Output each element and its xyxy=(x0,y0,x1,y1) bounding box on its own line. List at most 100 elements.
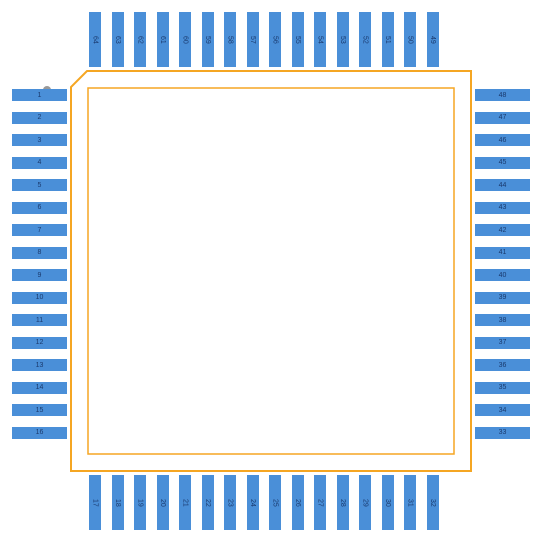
pin-42: 42 xyxy=(475,224,530,236)
pin-25: 25 xyxy=(269,475,281,530)
pin-27: 27 xyxy=(314,475,326,530)
pin-56: 56 xyxy=(269,12,281,67)
pin-64: 64 xyxy=(89,12,101,67)
pin-61: 61 xyxy=(157,12,169,67)
pin-1: 1 xyxy=(12,89,67,101)
pin-label: 58 xyxy=(227,36,234,44)
pin-label: 55 xyxy=(294,36,301,44)
pin-label: 56 xyxy=(272,36,279,44)
pin-53: 53 xyxy=(337,12,349,67)
pin-label: 48 xyxy=(499,92,507,99)
pin-9: 9 xyxy=(12,269,67,281)
pin-label: 53 xyxy=(339,36,346,44)
pin-label: 32 xyxy=(429,499,436,507)
pin-55: 55 xyxy=(292,12,304,67)
pin-label: 27 xyxy=(317,499,324,507)
pin-60: 60 xyxy=(179,12,191,67)
pin-label: 54 xyxy=(317,36,324,44)
pin-29: 29 xyxy=(359,475,371,530)
pin-51: 51 xyxy=(382,12,394,67)
pin-label: 22 xyxy=(204,499,211,507)
pin-28: 28 xyxy=(337,475,349,530)
pin-46: 46 xyxy=(475,134,530,146)
pin-7: 7 xyxy=(12,224,67,236)
pin-label: 9 xyxy=(38,272,42,279)
pin-16: 16 xyxy=(12,427,67,439)
pin-58: 58 xyxy=(224,12,236,67)
pin-6: 6 xyxy=(12,202,67,214)
pin-label: 21 xyxy=(182,499,189,507)
pin-label: 60 xyxy=(182,36,189,44)
pin-label: 41 xyxy=(499,249,507,256)
pin-4: 4 xyxy=(12,157,67,169)
pin-label: 26 xyxy=(294,499,301,507)
pin-57: 57 xyxy=(247,12,259,67)
pin-label: 23 xyxy=(227,499,234,507)
pin-label: 24 xyxy=(249,499,256,507)
pin-38: 38 xyxy=(475,314,530,326)
pin-label: 5 xyxy=(38,182,42,189)
pin-label: 33 xyxy=(499,429,507,436)
pin-label: 20 xyxy=(159,499,166,507)
pin-label: 17 xyxy=(92,499,99,507)
pin-22: 22 xyxy=(202,475,214,530)
pin-12: 12 xyxy=(12,337,67,349)
pin-label: 47 xyxy=(499,114,507,121)
pin-label: 50 xyxy=(407,36,414,44)
pin-23: 23 xyxy=(224,475,236,530)
pin-19: 19 xyxy=(134,475,146,530)
pin-label: 59 xyxy=(204,36,211,44)
pin-17: 17 xyxy=(89,475,101,530)
pin-label: 43 xyxy=(499,204,507,211)
pin-label: 8 xyxy=(38,249,42,256)
pin-label: 63 xyxy=(114,36,121,44)
pin-label: 15 xyxy=(36,407,44,414)
pin-8: 8 xyxy=(12,247,67,259)
pin-33: 33 xyxy=(475,427,530,439)
pin-label: 4 xyxy=(38,159,42,166)
pin-label: 12 xyxy=(36,339,44,346)
pin-3: 3 xyxy=(12,134,67,146)
pin-11: 11 xyxy=(12,314,67,326)
pin-label: 62 xyxy=(137,36,144,44)
pin-label: 40 xyxy=(499,272,507,279)
pin-13: 13 xyxy=(12,359,67,371)
pin-43: 43 xyxy=(475,202,530,214)
pin-32: 32 xyxy=(427,475,439,530)
pin-63: 63 xyxy=(112,12,124,67)
pin-label: 36 xyxy=(499,362,507,369)
pin-48: 48 xyxy=(475,89,530,101)
pin-label: 3 xyxy=(38,137,42,144)
pin-label: 18 xyxy=(114,499,121,507)
pin-label: 31 xyxy=(407,499,414,507)
pin-18: 18 xyxy=(112,475,124,530)
pin-35: 35 xyxy=(475,382,530,394)
pin-44: 44 xyxy=(475,179,530,191)
pin-label: 46 xyxy=(499,137,507,144)
pin-label: 25 xyxy=(272,499,279,507)
pin-label: 51 xyxy=(384,36,391,44)
pin-label: 38 xyxy=(499,317,507,324)
pin-label: 28 xyxy=(339,499,346,507)
qfp-package-diagram: 1234567891011121314151648474645444342414… xyxy=(0,0,542,542)
pin-26: 26 xyxy=(292,475,304,530)
chip-body-svg xyxy=(0,0,542,542)
pin-label: 16 xyxy=(36,429,44,436)
pin-41: 41 xyxy=(475,247,530,259)
pin-label: 19 xyxy=(137,499,144,507)
pin-10: 10 xyxy=(12,292,67,304)
pin-62: 62 xyxy=(134,12,146,67)
pin-label: 29 xyxy=(362,499,369,507)
pin-label: 57 xyxy=(249,36,256,44)
pin-14: 14 xyxy=(12,382,67,394)
pin-40: 40 xyxy=(475,269,530,281)
pin-52: 52 xyxy=(359,12,371,67)
pin-30: 30 xyxy=(382,475,394,530)
pin-24: 24 xyxy=(247,475,259,530)
chip-inner-outline xyxy=(88,88,454,454)
pin-label: 14 xyxy=(36,384,44,391)
pin-31: 31 xyxy=(404,475,416,530)
pin-59: 59 xyxy=(202,12,214,67)
pin-36: 36 xyxy=(475,359,530,371)
pin-21: 21 xyxy=(179,475,191,530)
